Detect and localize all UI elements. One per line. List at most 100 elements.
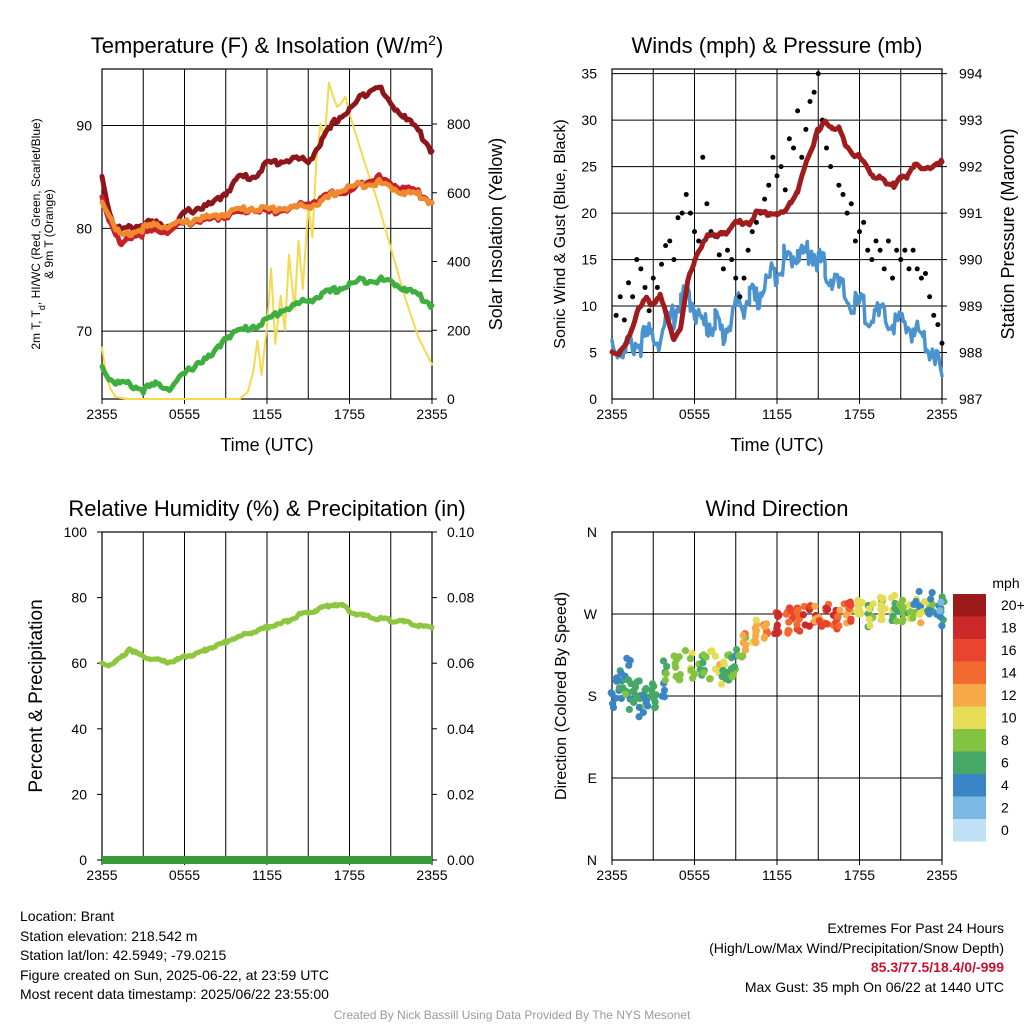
direction-point <box>644 702 652 710</box>
gust-point <box>634 257 640 263</box>
colorbar-label: 20+ <box>1001 597 1024 613</box>
recent-timestamp: Most recent data timestamp: 2025/06/22 2… <box>20 986 329 1002</box>
gust-point <box>848 201 854 207</box>
y-right-tick-label: 0.06 <box>447 655 474 671</box>
title-superscript: 2 <box>428 32 436 48</box>
direction-point <box>688 674 697 682</box>
direction-point <box>732 645 741 654</box>
title-part: Temperature (F) & Insolation (W/m <box>91 33 428 58</box>
direction-point <box>899 603 908 611</box>
y-tick-label: 40 <box>71 721 87 737</box>
direction-point <box>640 692 648 700</box>
direction-point <box>836 606 844 615</box>
gust-point <box>836 182 842 188</box>
colorbar-label: 6 <box>1001 755 1009 771</box>
gust-point <box>733 275 739 281</box>
gust-point <box>927 294 933 300</box>
colorbar-swatch <box>953 774 986 797</box>
direction-point <box>702 653 710 661</box>
colorbar-swatch <box>953 616 986 639</box>
y-right-tick-label: 994 <box>959 66 983 82</box>
y-axis-label-part: 2m T, T <box>29 309 43 349</box>
direction-point <box>658 692 666 700</box>
gust-point <box>914 266 920 272</box>
colorbar-swatch <box>953 751 986 774</box>
gust-point <box>626 280 631 286</box>
gust-point <box>749 229 755 235</box>
gust-point <box>815 71 821 77</box>
x-tick-label: 2355 <box>596 867 627 883</box>
x-tick-label: 1155 <box>762 867 792 883</box>
y-tick-label: 90 <box>76 118 92 134</box>
gust-point <box>613 312 619 318</box>
direction-point <box>706 675 714 683</box>
direction-point <box>879 594 887 602</box>
direction-point <box>909 614 917 622</box>
direction-point <box>805 622 813 630</box>
gust-point <box>745 247 751 253</box>
y-tick-label: 80 <box>71 590 87 606</box>
x-tick-label: 0555 <box>169 867 200 883</box>
gust-point <box>873 238 879 244</box>
y-tick-label: 20 <box>71 786 87 802</box>
y-axis-label-line2: & 9m T (Orange) <box>42 189 56 279</box>
station-elevation: Station elevation: 218.542 m <box>20 927 198 944</box>
extremes-title: Extremes For Past 24 Hours <box>827 920 1004 936</box>
colorbar-label: 18 <box>1001 620 1017 636</box>
y-tick-label: 0 <box>589 391 597 407</box>
direction-point <box>899 616 907 624</box>
credit-line: Created By Nick Bassill Using Data Provi… <box>333 1008 691 1022</box>
direction-point <box>661 676 669 684</box>
gust-point <box>894 247 900 253</box>
y-right-tick-label: 987 <box>959 391 983 407</box>
direction-point <box>846 598 854 606</box>
y-axis-label-line1: 2m T, Td, HI/WC (Red, Green, Scarlet/Blu… <box>29 118 47 349</box>
gust-point <box>675 215 681 221</box>
gust-point <box>679 210 685 216</box>
colorbar-swatch <box>953 661 986 684</box>
y-tick-label: 5 <box>589 345 597 361</box>
direction-point <box>785 604 794 612</box>
gust-point <box>667 238 673 244</box>
direction-point <box>920 598 929 606</box>
y-tick-label: N <box>587 524 597 540</box>
series-td-line <box>99 274 435 396</box>
colorbar-swatch <box>953 819 986 842</box>
colorbar-label: 12 <box>1001 687 1017 703</box>
x-tick-label: 0555 <box>679 867 710 883</box>
direction-point <box>928 588 936 597</box>
gust-point <box>778 164 784 170</box>
relative-humidity-line <box>99 601 435 669</box>
colorbar-label: 8 <box>1001 732 1009 748</box>
direction-point <box>617 669 625 677</box>
direction-point <box>635 703 644 712</box>
gust-point <box>630 294 636 300</box>
y-right-tick-label: 990 <box>959 252 983 268</box>
direction-point <box>869 600 877 608</box>
y-axis-label-text: Percent & Precipitation <box>26 599 47 792</box>
x-tick-label: 2355 <box>596 406 627 422</box>
direction-point <box>686 654 695 663</box>
direction-point <box>728 673 736 681</box>
gust-point <box>807 99 813 105</box>
y-tick-label: 100 <box>64 524 88 540</box>
gust-point <box>737 294 743 300</box>
direction-point <box>632 693 640 701</box>
y-right-tick-label: 0 <box>447 391 455 407</box>
colorbar-label: 2 <box>1001 800 1009 816</box>
gust-point <box>935 322 941 328</box>
gust-point <box>824 145 829 151</box>
direction-point <box>865 605 873 613</box>
direction-point <box>915 610 924 618</box>
gust-point <box>795 108 801 114</box>
extremes-panel: Extremes For Past 24 Hours (High/Low/Max… <box>709 919 1004 997</box>
gust-point <box>910 247 916 253</box>
x-tick-label: 1155 <box>762 406 792 422</box>
gust-point <box>654 284 660 290</box>
y-right-tick-label: 992 <box>959 159 983 175</box>
direction-point <box>773 621 781 629</box>
gust-point <box>902 247 908 253</box>
x-tick-label: 1755 <box>334 406 365 422</box>
x-tick-label: 1755 <box>844 406 875 422</box>
direction-point <box>699 669 708 677</box>
